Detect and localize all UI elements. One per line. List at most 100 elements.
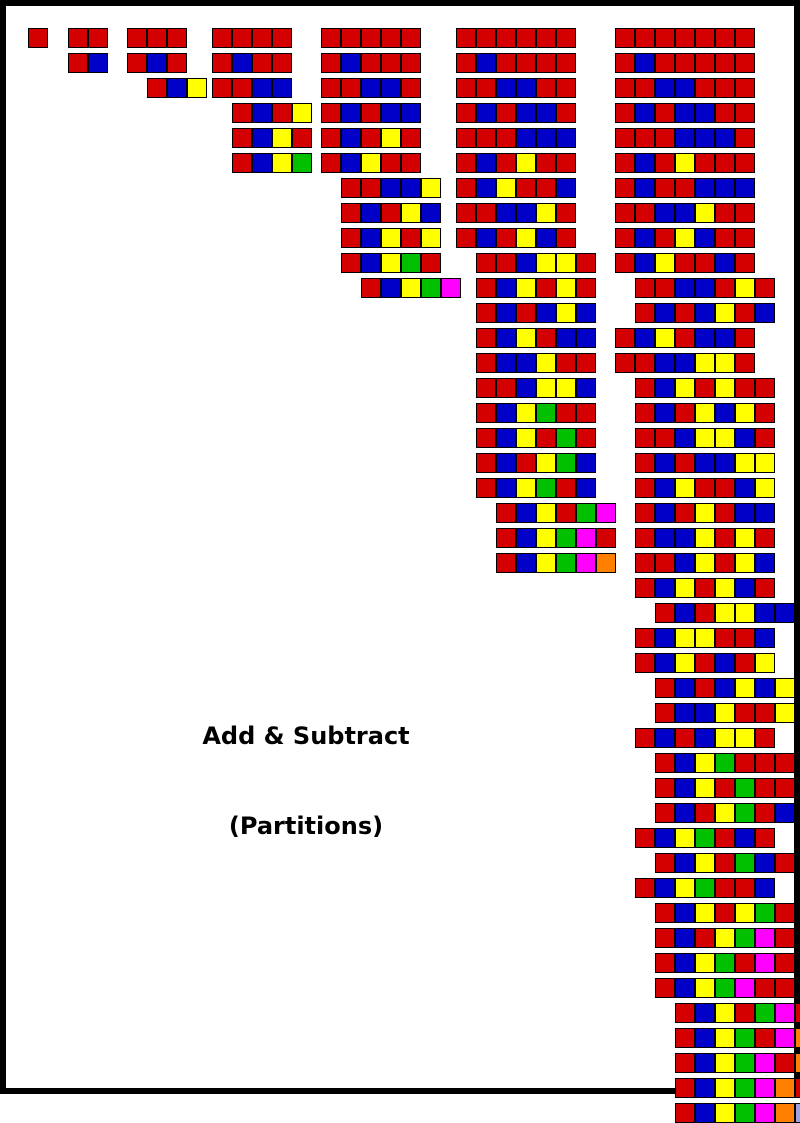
partition-cell [655, 78, 675, 98]
partition-cell [655, 478, 675, 498]
partition-cell [496, 278, 516, 298]
partition-cell [381, 253, 401, 273]
partition-cell [576, 453, 596, 473]
partition-cell [28, 28, 48, 48]
partition-cell [695, 303, 715, 323]
partition-cell [715, 103, 735, 123]
partition-cell [456, 78, 476, 98]
partition-cell [556, 403, 576, 423]
partition-cell [715, 253, 735, 273]
partition-cell [615, 203, 635, 223]
partition-cell [536, 278, 556, 298]
partition-cell [735, 803, 755, 823]
partition-cell [775, 978, 795, 998]
partition-cell [735, 178, 755, 198]
partition-cell [556, 528, 576, 548]
partition-cell [341, 203, 361, 223]
partition-cell [536, 553, 556, 573]
partition-cell [735, 978, 755, 998]
partition-cell [292, 153, 312, 173]
partition-cell [715, 353, 735, 373]
partition-cell [655, 603, 675, 623]
partition-cell [361, 203, 381, 223]
partition-cell [775, 928, 795, 948]
partition-cell [675, 1003, 695, 1023]
partition-cell [516, 503, 536, 523]
partition-cell [775, 803, 795, 823]
partition-cell [655, 353, 675, 373]
partition-cell [167, 78, 187, 98]
partition-cell [675, 528, 695, 548]
partition-cell [735, 328, 755, 348]
title-line-1: Add & Subtract [156, 722, 456, 750]
partition-cell [715, 203, 735, 223]
partition-cell [755, 278, 775, 298]
partition-cell [675, 303, 695, 323]
partition-cell [576, 253, 596, 273]
partition-cell [496, 453, 516, 473]
partition-cell [655, 578, 675, 598]
partition-cell [735, 228, 755, 248]
partition-cell [496, 553, 516, 573]
partition-cell [496, 378, 516, 398]
partition-cell [272, 53, 292, 73]
partition-cell [675, 853, 695, 873]
partition-cell [68, 53, 88, 73]
partition-cell [476, 28, 496, 48]
partition-cell [675, 228, 695, 248]
partition-cell [775, 603, 795, 623]
partition-cell [456, 103, 476, 123]
partition-cell [655, 103, 675, 123]
partition-cell [715, 978, 735, 998]
partition-cell [695, 478, 715, 498]
partition-cell [401, 153, 421, 173]
partition-cell [167, 28, 187, 48]
partition-cell [88, 28, 108, 48]
partition-cell [695, 603, 715, 623]
partition-cell [596, 553, 616, 573]
partition-cell [596, 503, 616, 523]
partition-cell [775, 903, 795, 923]
partition-cell [232, 28, 252, 48]
partition-cell [516, 478, 536, 498]
partition-cell [715, 403, 735, 423]
partition-cell [401, 203, 421, 223]
partition-cell [695, 453, 715, 473]
partition-cell [556, 228, 576, 248]
partition-cell [675, 728, 695, 748]
partition-cell [272, 78, 292, 98]
partition-cell [635, 478, 655, 498]
partition-cell [516, 103, 536, 123]
partition-cell [695, 578, 715, 598]
partition-cell [476, 153, 496, 173]
partition-cell [341, 78, 361, 98]
partition-cell [735, 403, 755, 423]
partition-cell [536, 53, 556, 73]
partition-cell [615, 153, 635, 173]
partition-cell [536, 78, 556, 98]
partition-cell [476, 278, 496, 298]
partition-cell [695, 803, 715, 823]
partition-cell [715, 928, 735, 948]
partition-cell [695, 278, 715, 298]
partition-cell [556, 28, 576, 48]
partition-cell [252, 153, 272, 173]
partition-cell [536, 378, 556, 398]
partition-cell [476, 303, 496, 323]
partition-cell [576, 528, 596, 548]
partition-cell [321, 53, 341, 73]
partition-cell [421, 278, 441, 298]
partition-cell [715, 228, 735, 248]
partition-cell [715, 703, 735, 723]
partition-cell [675, 53, 695, 73]
partition-cell [615, 328, 635, 348]
partition-cell [292, 128, 312, 148]
partition-cell [655, 628, 675, 648]
partition-cell [735, 653, 755, 673]
partition-cell [232, 103, 252, 123]
partition-cell [401, 178, 421, 198]
partition-cell [675, 28, 695, 48]
partition-cell [775, 1103, 795, 1123]
partition-cell [556, 303, 576, 323]
partition-cell [775, 778, 795, 798]
